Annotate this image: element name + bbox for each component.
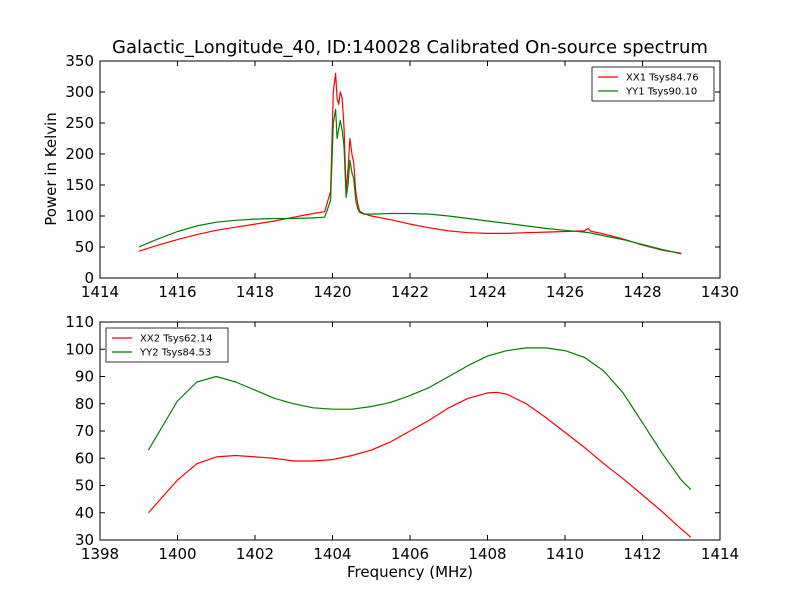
y-tick-label: 100 [65, 207, 94, 225]
x-tick-label: 1418 [236, 283, 274, 301]
x-tick-label: 1414 [81, 283, 119, 301]
x-tick-label: 1422 [391, 283, 429, 301]
y-tick-label: 350 [65, 52, 94, 70]
y-tick-label: 60 [75, 449, 94, 467]
y-tick-label: 300 [65, 83, 94, 101]
y-tick-label: 100 [65, 340, 94, 358]
series-line-xx2 [147, 391, 692, 538]
y-tick-label: 50 [75, 477, 94, 495]
legend-label: XX1 Tsys84.76 [626, 73, 699, 84]
x-tick-label: 1412 [623, 545, 661, 563]
y-tick-label: 250 [65, 114, 94, 132]
x-tick-label: 1416 [158, 283, 196, 301]
x-tick-label: 1414 [701, 545, 739, 563]
x-tick-label: 1420 [313, 283, 351, 301]
legend-label: YY2 Tsys84.53 [139, 348, 211, 359]
x-tick-label: 1400 [158, 545, 196, 563]
x-tick-label: 1428 [623, 283, 661, 301]
y-tick-label: 200 [65, 145, 94, 163]
top-plot: 1414 1416 1418 1420 1422 1424 1426 1428 1430 0 50 1… [65, 52, 739, 301]
x-tick-label: 1398 [81, 545, 119, 563]
legend: XX2 Tsys62.14 YY2 Tsys84.53 [105, 327, 229, 363]
bottom-xlabel: Frequency (MHz) [347, 563, 473, 581]
x-tick-label: 1404 [313, 545, 351, 563]
series-line-yy1 [138, 108, 682, 255]
y-tick-label: 110 [65, 313, 94, 331]
y-tick-label: 80 [75, 395, 94, 413]
y-tick-label: 50 [75, 238, 94, 256]
x-tick-label: 1408 [468, 545, 506, 563]
legend-label: YY1 Tsys90.10 [625, 87, 697, 98]
y-tick-label: 90 [75, 368, 94, 386]
x-tick-label: 1430 [701, 283, 739, 301]
y-tick-label: 70 [75, 422, 94, 440]
y-tick-label: 40 [75, 504, 94, 522]
legend: XX1 Tsys84.76 YY1 Tsys90.10 [591, 66, 715, 102]
figure-title: Galactic_Longitude_40, ID:140028 Calibra… [112, 37, 708, 58]
y-tick-label: 30 [75, 531, 94, 549]
x-tick-label: 1426 [546, 283, 584, 301]
x-tick-label: 1406 [391, 545, 429, 563]
legend-box [105, 327, 229, 363]
top-ylabel: Power in Kelvin [42, 112, 60, 226]
x-tick-label: 1424 [468, 283, 506, 301]
x-tick-label: 1402 [236, 545, 274, 563]
y-tick-label: 150 [65, 176, 94, 194]
bottom-plot: 1398 1400 1402 1404 1406 1408 1410 1412 1414 30 40… [65, 313, 739, 563]
x-tick-label: 1410 [546, 545, 584, 563]
y-tick-label: 0 [84, 269, 94, 287]
legend-box [591, 66, 715, 102]
series-line-yy2 [147, 347, 692, 491]
series-line-xx1 [138, 72, 682, 254]
legend-label: XX2 Tsys62.14 [140, 334, 213, 345]
